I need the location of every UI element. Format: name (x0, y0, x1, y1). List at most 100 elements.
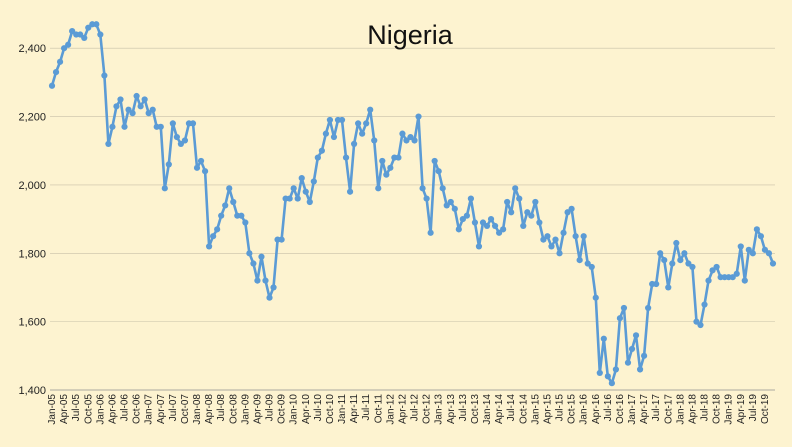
data-point (137, 103, 144, 110)
data-point (105, 140, 112, 147)
data-point (504, 198, 511, 206)
data-point (524, 209, 531, 216)
data-point (69, 27, 76, 35)
data-point (290, 185, 297, 192)
data-point (387, 164, 394, 171)
data-point (56, 58, 64, 65)
data-point (286, 195, 293, 202)
data-point (516, 195, 523, 202)
data-point (363, 120, 370, 127)
data-point (548, 243, 555, 250)
data-point (745, 246, 752, 253)
x-tick-label: Jul-12 (410, 394, 421, 422)
data-point (681, 250, 688, 257)
x-tick-label: Jan-19 (724, 394, 735, 425)
data-point (306, 198, 313, 206)
x-tick-label: Jan-12 (385, 394, 396, 425)
x-tick-label: Jan-05 (47, 394, 58, 425)
data-point (161, 185, 168, 192)
data-point (640, 352, 648, 359)
x-tick-label: Jul-13 (458, 394, 469, 422)
data-point (81, 34, 88, 42)
data-point (439, 185, 446, 192)
data-point (121, 123, 128, 130)
data-point (326, 116, 334, 124)
data-point (60, 45, 68, 52)
x-tick-label: Apr-08 (204, 394, 215, 424)
data-point (85, 24, 92, 31)
data-point (97, 31, 104, 38)
x-tick-label: Jan-17 (627, 394, 638, 425)
data-point (48, 82, 56, 89)
x-tick-label: Jul-14 (506, 394, 517, 422)
chart-title: Nigeria (367, 20, 454, 50)
data-point (173, 133, 180, 141)
x-tick-label: Oct-17 (663, 394, 674, 424)
data-point (342, 154, 350, 161)
data-point (673, 239, 680, 247)
x-tick-label: Oct-18 (712, 394, 723, 424)
x-tick-label: Jul-08 (216, 394, 227, 422)
data-point (604, 373, 611, 380)
data-point (749, 250, 756, 257)
data-point (242, 219, 249, 226)
data-point (632, 332, 640, 339)
data-point (52, 69, 60, 76)
data-point (113, 103, 120, 110)
data-point (512, 185, 519, 192)
data-point (653, 280, 660, 288)
data-point (169, 120, 176, 127)
x-tick-label: Jan-16 (579, 394, 590, 425)
data-point (355, 120, 362, 127)
x-tick-label: Jan-18 (675, 394, 686, 425)
x-tick-label: Jan-15 (530, 394, 541, 425)
data-point (314, 154, 321, 161)
x-tick-label: Jan-10 (289, 394, 300, 425)
y-tick-label: 2,400 (18, 43, 46, 55)
x-tick-label: Oct-05 (83, 394, 94, 424)
data-point (403, 137, 410, 144)
data-point (733, 270, 740, 277)
x-tick-label: Jan-13 (434, 394, 445, 425)
x-tick-label: Oct-07 (180, 394, 191, 424)
data-point (419, 185, 426, 192)
x-tick-label: Jul-05 (71, 394, 82, 422)
data-point (330, 133, 338, 141)
data-point (399, 130, 406, 137)
data-point (431, 157, 438, 165)
data-point (226, 185, 233, 192)
x-tick-label: Oct-14 (518, 394, 529, 424)
x-tick-label: Jan-09 (240, 394, 251, 425)
y-tick-label: 2,000 (18, 180, 46, 192)
x-tick-label: Apr-17 (639, 394, 650, 424)
data-point (379, 157, 386, 165)
x-tick-label: Apr-05 (59, 394, 70, 424)
data-point (705, 277, 712, 284)
x-tick-label: Apr-07 (156, 394, 167, 424)
data-point (471, 219, 479, 226)
data-point (246, 250, 253, 257)
data-point (467, 195, 475, 202)
gridlines (50, 47, 775, 391)
data-point (568, 205, 575, 212)
data-point (508, 209, 515, 216)
data-point (757, 233, 765, 240)
data-point (93, 21, 100, 28)
x-tick-label: Jul-18 (700, 394, 711, 422)
data-point (552, 236, 559, 243)
data-point (129, 110, 136, 117)
x-tick-label: Apr-10 (301, 394, 312, 424)
x-tick-label: Apr-11 (349, 394, 360, 424)
data-point (222, 202, 229, 209)
data-point (258, 253, 265, 260)
data-point (302, 188, 309, 195)
x-tick-label: Oct-11 (373, 394, 384, 424)
data-point (101, 72, 108, 79)
data-point (310, 178, 317, 185)
data-point (540, 236, 547, 243)
data-point (592, 294, 599, 301)
data-point (415, 113, 422, 120)
data-point (495, 229, 503, 236)
